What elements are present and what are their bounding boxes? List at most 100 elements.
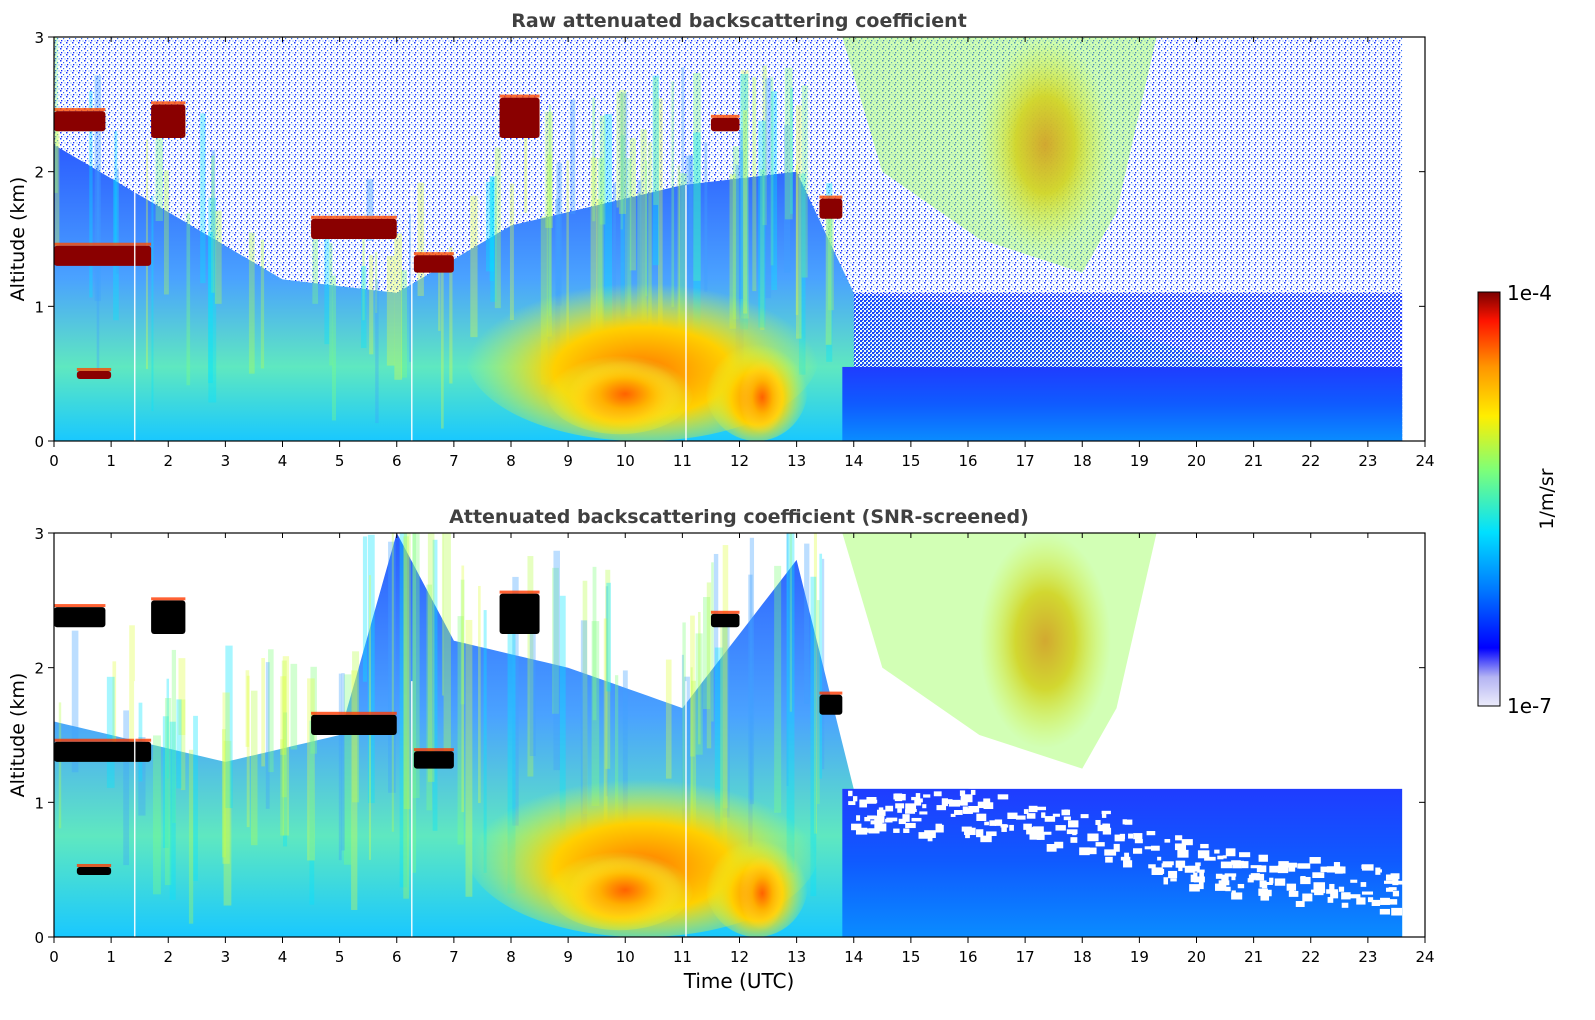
screened-pixel bbox=[1329, 883, 1335, 890]
texture-streak bbox=[391, 533, 394, 832]
x-tick-label: 4 bbox=[278, 452, 288, 470]
texture-streak bbox=[816, 600, 820, 804]
screened-pixel bbox=[1225, 848, 1236, 857]
screened-pixel bbox=[936, 805, 947, 811]
screened-pixel bbox=[1193, 872, 1198, 881]
y-tick-label: 0 bbox=[34, 929, 44, 947]
x-tick-label: 19 bbox=[1130, 948, 1149, 966]
screened-pixel bbox=[1247, 878, 1254, 883]
texture-streak bbox=[112, 661, 117, 744]
texture-streak bbox=[729, 174, 737, 329]
cloud-core bbox=[710, 613, 740, 628]
screened-pixel bbox=[1300, 876, 1311, 885]
screened-pixel bbox=[1380, 897, 1390, 905]
texture-streak bbox=[665, 659, 672, 779]
x-tick-label: 0 bbox=[49, 948, 59, 966]
x-tick-label: 16 bbox=[958, 452, 977, 470]
cloud-core bbox=[413, 751, 454, 769]
screened-pixel bbox=[911, 796, 918, 801]
screened-pixel bbox=[1391, 907, 1403, 916]
screened-pixel bbox=[1177, 849, 1189, 858]
screened-pixel bbox=[1334, 866, 1343, 874]
screened-pixel bbox=[1102, 823, 1111, 829]
texture-streak bbox=[180, 699, 186, 791]
texture-streak bbox=[682, 622, 686, 809]
cloud-core bbox=[151, 600, 186, 634]
cloud-edge bbox=[499, 590, 540, 594]
screened-pixel bbox=[1197, 869, 1205, 873]
missing-profile bbox=[133, 185, 136, 441]
texture-streak bbox=[822, 558, 825, 770]
texture-streak bbox=[268, 649, 274, 773]
screened-pixel bbox=[961, 826, 972, 832]
screened-pixel bbox=[1124, 852, 1130, 860]
cloud-edge bbox=[710, 610, 740, 614]
screened-pixel bbox=[1195, 862, 1201, 866]
screened-pixel bbox=[1079, 847, 1090, 856]
texture-streak bbox=[163, 170, 169, 295]
screened-pixel bbox=[994, 819, 1003, 826]
texture-streak bbox=[310, 666, 317, 754]
cloud-core bbox=[54, 245, 152, 266]
x-tick-label: 11 bbox=[673, 452, 692, 470]
x-tick-label: 22 bbox=[1301, 948, 1320, 966]
x-tick-label: 18 bbox=[1073, 452, 1092, 470]
x-tick-label: 3 bbox=[221, 948, 231, 966]
screened-pixel bbox=[895, 803, 905, 809]
screened-pixel bbox=[1113, 843, 1120, 852]
screened-pixel bbox=[989, 820, 997, 826]
cloud-core bbox=[819, 198, 843, 219]
screened-pixel bbox=[986, 831, 997, 837]
screened-pixel bbox=[1389, 899, 1398, 905]
screened-pixel bbox=[1161, 863, 1173, 868]
x-tick-label: 15 bbox=[901, 948, 920, 966]
texture-streak bbox=[129, 625, 135, 746]
x-tick-label: 4 bbox=[278, 948, 288, 966]
screened-pixel bbox=[1029, 832, 1042, 840]
screened-pixel bbox=[1070, 837, 1078, 843]
screened-pixel bbox=[876, 825, 882, 830]
texture-streak bbox=[155, 121, 163, 222]
texture-streak bbox=[106, 676, 115, 788]
screened-pixel bbox=[1326, 866, 1338, 873]
screened-pixel bbox=[904, 809, 916, 814]
screened-pixel bbox=[905, 822, 916, 829]
texture-streak bbox=[784, 67, 793, 220]
texture-streak bbox=[690, 615, 695, 757]
texture-streak bbox=[599, 115, 606, 225]
texture-streak bbox=[620, 93, 623, 230]
texture-streak bbox=[412, 533, 417, 873]
screened-pixel bbox=[1375, 867, 1381, 875]
screened-pixel bbox=[1215, 883, 1227, 891]
top-panel-title: Raw attenuated backscattering coefficien… bbox=[511, 10, 967, 32]
screened-pixel bbox=[968, 805, 980, 813]
screened-pixel bbox=[903, 828, 910, 833]
screened-pixel bbox=[933, 791, 942, 797]
plume bbox=[568, 360, 683, 428]
texture-streak bbox=[795, 164, 799, 315]
cloud-layer bbox=[710, 114, 740, 132]
texture-streak bbox=[265, 662, 270, 809]
x-tick-label: 22 bbox=[1301, 452, 1320, 470]
texture-streak bbox=[620, 135, 625, 341]
texture-streak bbox=[752, 77, 757, 292]
screened-pixel bbox=[1102, 827, 1112, 835]
texture-streak bbox=[309, 720, 315, 905]
screened-pixel bbox=[1338, 886, 1345, 892]
missing-profile bbox=[685, 185, 687, 441]
screened-pixel bbox=[1288, 866, 1296, 872]
screened-pixel bbox=[1214, 849, 1220, 854]
screened-pixel bbox=[1151, 867, 1163, 875]
x-tick-label: 24 bbox=[1415, 948, 1434, 966]
texture-streak bbox=[703, 597, 711, 710]
screened-pixel bbox=[1278, 861, 1289, 868]
cloud-edge bbox=[311, 215, 397, 219]
texture-streak bbox=[685, 155, 693, 267]
screened-pixel bbox=[1028, 805, 1038, 813]
screened-pixel bbox=[902, 814, 910, 822]
texture-streak bbox=[461, 565, 465, 813]
cloud-core bbox=[54, 111, 106, 132]
x-tick-label: 21 bbox=[1244, 452, 1263, 470]
plume bbox=[739, 360, 786, 435]
